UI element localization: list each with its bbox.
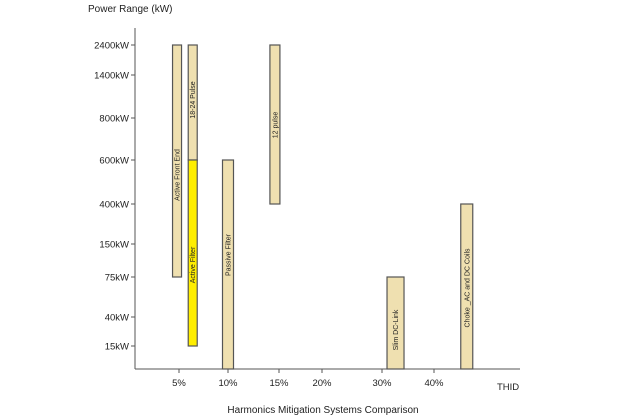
bar-label: Active Filter xyxy=(190,246,197,283)
x-tick-label: 10% xyxy=(218,378,238,389)
y-tick-label: 600kW xyxy=(99,156,129,167)
y-tick-label: 40kW xyxy=(105,313,129,324)
x-tick-label: 20% xyxy=(312,378,332,389)
range-bar xyxy=(269,44,281,205)
x-tick-label: 40% xyxy=(424,378,444,389)
y-tick-label: 150kW xyxy=(99,240,129,251)
x-tick-label: 15% xyxy=(269,378,289,389)
bar-label: Choke _AC and DC Coils xyxy=(464,248,471,327)
x-tick-label: 30% xyxy=(372,378,392,389)
x-tick-label: 5% xyxy=(172,378,186,389)
y-tick-label: 15kW xyxy=(105,342,129,353)
bar-label: Passive Filter xyxy=(226,233,233,276)
y-tick-label: 2400kW xyxy=(94,41,129,52)
bar-label: Slim DC-Link xyxy=(393,309,400,350)
bar-label: 18-24 Pulse xyxy=(190,81,197,118)
y-tick-label: 75kW xyxy=(105,273,129,284)
range-bar xyxy=(171,44,183,278)
range-bar xyxy=(221,159,235,370)
y-tick-label: 400kW xyxy=(99,200,129,211)
bar-label: Active Front End xyxy=(175,149,182,201)
x-axis-label: THID xyxy=(497,382,519,393)
bar-label: 12 pulse xyxy=(272,112,279,139)
chart-title: Harmonics Mitigation Systems Comparison xyxy=(227,405,418,416)
range-bar xyxy=(386,276,405,370)
y-tick-label: 800kW xyxy=(99,114,129,125)
y-axis-label: Power Range (kW) xyxy=(88,4,172,15)
range-bar xyxy=(187,159,198,347)
y-tick-label: 1400kW xyxy=(94,71,129,82)
range-bar xyxy=(460,203,474,370)
